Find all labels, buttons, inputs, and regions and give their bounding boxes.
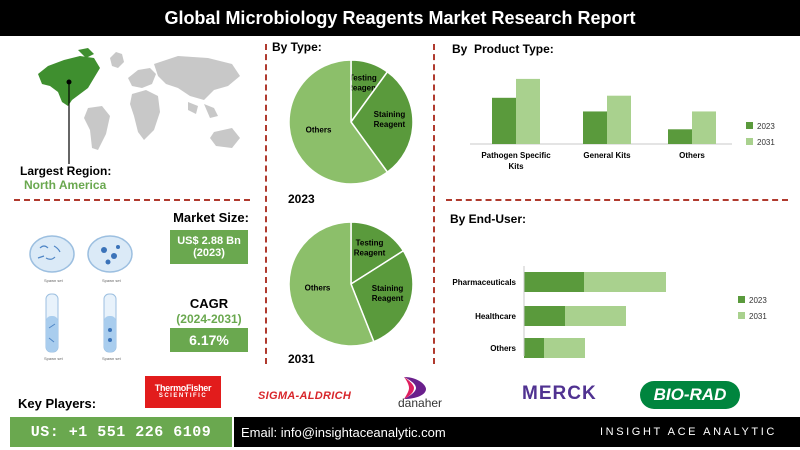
enduser-legend-label-2031: 2031: [749, 312, 767, 321]
bar-pathogen-specific-kits-2031: [516, 78, 540, 144]
enduser-legend-label-2023: 2023: [749, 296, 767, 305]
pie-chart-2023: Testing Reagent Staining Reagent Others: [288, 59, 414, 185]
enduser-bar-others-2031: [544, 338, 585, 358]
market-size-year: (2023): [193, 247, 225, 259]
market-size-box: US$ 2.88 Bn (2023): [170, 230, 248, 264]
cagr-value-box: 6.17%: [170, 328, 248, 352]
pie-label-staining-reagent-2023: Staining Reagent: [374, 110, 406, 129]
legend-swatch-2031: [746, 138, 753, 145]
biorad-logo: BIO-RAD: [640, 381, 740, 409]
pie-slice-others-2023: [288, 59, 389, 185]
world-map-image: [38, 48, 240, 164]
enduser-bar-pharmaceuticals-2031: [584, 272, 666, 292]
brand-name: INSIGHT ACE ANALYTIC: [564, 417, 800, 447]
divider-left-horizontal: [14, 199, 250, 201]
pie-label-others-2031: Others: [305, 283, 331, 292]
pie-label-staining-reagent-2031: Staining Reagent: [372, 284, 404, 303]
divider-right: [433, 44, 435, 364]
pie-slice-staining-reagent-2031: [350, 249, 414, 343]
enduser-label-pharmaceuticals: Pharmaceuticals: [452, 278, 516, 287]
legend-label-2031: 2031: [757, 138, 775, 147]
enduser-legend-swatch-2031: [738, 312, 745, 319]
danaher-icon: [404, 377, 426, 399]
sigma-aldrich-logo: SIGMA-ALDRICH: [258, 390, 352, 402]
market-size-value: US$ 2.88 Bn: [177, 235, 241, 247]
enduser-bar-others-2023: [524, 338, 544, 358]
enduser-bar-pharmaceuticals-2023: [524, 272, 584, 292]
cagr-period: (2024-2031): [176, 312, 242, 326]
thermofisher-logo-name: ThermoFisher: [154, 383, 212, 393]
pie-label-others-2023: Others: [306, 126, 332, 135]
pie-slice-staining-reagent-2023: [350, 70, 414, 174]
category-label-others: Others: [679, 151, 705, 160]
market-size-label: Market Size:: [173, 210, 249, 225]
pie-slice-testing-reagent-2031: [350, 221, 405, 286]
category-label-general-kits: General Kits: [583, 151, 631, 160]
end-user-title: By End-User:: [450, 212, 527, 226]
pie-slice-others-2031: [288, 221, 375, 347]
dish-caption-right: Spawn set: [102, 278, 122, 283]
enduser-label-healthcare: Healthcare: [475, 312, 516, 321]
pie-year-2023: 2023: [288, 192, 315, 206]
petri-dish-illustration: Spawn set Spawn set Spawn set Spawn set: [29, 235, 133, 361]
enduser-bar-healthcare-2023: [524, 306, 565, 326]
enduser-label-others: Others: [490, 344, 516, 353]
bar-pathogen-specific-kits-2023: [492, 97, 516, 144]
bar-others-2023: [668, 129, 692, 144]
divider-left: [265, 44, 267, 364]
end-user-bar-chart: Pharmaceuticals Healthcare Others 2023 2031: [452, 266, 767, 358]
divider-right-horizontal: [446, 199, 788, 201]
pie-label-testing-reagent-2031: Testing Reagent: [354, 238, 386, 257]
enduser-bar-healthcare-2031: [565, 306, 626, 326]
tube-caption-left: Spawn set: [44, 356, 64, 361]
dish-caption-left: Spawn set: [44, 278, 64, 283]
category-label-pathogen-specific-kits: Pathogen Specific Kits: [481, 151, 551, 171]
legend-label-2023: 2023: [757, 122, 775, 131]
largest-region-value: North America: [24, 178, 107, 192]
pie-label-testing-reagent-2023: Testing Reagent: [347, 73, 379, 92]
phone-contact[interactable]: US: +1 551 226 6109: [10, 417, 232, 447]
by-type-title: By Type:: [272, 40, 322, 54]
enduser-legend-swatch-2023: [738, 296, 745, 303]
danaher-logo: danaher: [398, 396, 443, 410]
pie-year-2031: 2031: [288, 352, 315, 366]
key-players-label: Key Players:: [18, 396, 97, 411]
thermofisher-logo: ThermoFisher SCIENTIFIC: [145, 376, 221, 408]
bar-others-2031: [692, 111, 716, 144]
bar-general-kits-2023: [583, 111, 607, 144]
email-contact[interactable]: Email: info@insightaceanalytic.com: [234, 417, 564, 447]
page-title: Global Microbiology Reagents Market Rese…: [0, 0, 800, 36]
pie-chart-2031: Testing Reagent Staining Reagent Others: [288, 221, 414, 347]
tube-caption-right: Spawn set: [102, 356, 122, 361]
product-type-title: By Product Type:: [452, 42, 554, 56]
largest-region-label: Largest Region:: [20, 164, 112, 178]
legend-swatch-2023: [746, 122, 753, 129]
merck-logo: MERCK: [522, 383, 597, 404]
thermofisher-logo-sub: SCIENTIFIC: [158, 393, 208, 399]
bar-general-kits-2031: [607, 95, 631, 144]
cagr-label: CAGR: [189, 296, 229, 311]
product-type-bar-chart: Pathogen Specific Kits General Kits Others 2…: [470, 78, 775, 171]
